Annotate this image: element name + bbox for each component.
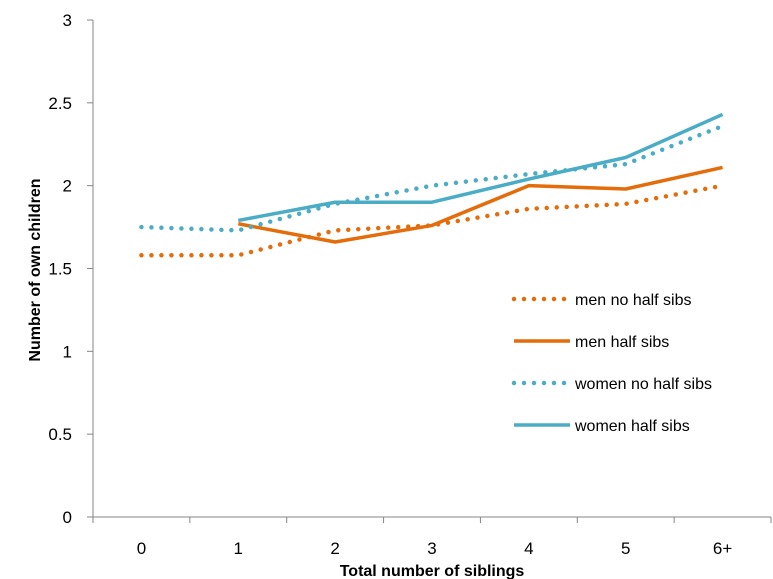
series-line-men-half-sibs bbox=[237, 165, 723, 244]
x-tick-label: 6+ bbox=[713, 539, 732, 558]
y-tick-label: 1.5 bbox=[48, 260, 72, 279]
y-tick-label: 0.5 bbox=[48, 425, 72, 444]
series-line-women-no-half-sibs bbox=[139, 123, 725, 233]
x-tick-label: 3 bbox=[427, 539, 436, 558]
y-axis-title: Number of own children bbox=[27, 178, 44, 361]
x-tick-label: 1 bbox=[234, 539, 243, 558]
x-tick-label: 5 bbox=[621, 539, 630, 558]
legend-label-men-no-half-sibs: men no half sibs bbox=[575, 292, 692, 309]
x-tick-label: 2 bbox=[330, 539, 339, 558]
legend-label-women-half-sibs: women half sibs bbox=[574, 418, 690, 435]
x-axis-title: Total number of siblings bbox=[340, 563, 525, 579]
legend: men no half sibs men half sibs women no ha… bbox=[511, 292, 712, 435]
y-tick-label: 1 bbox=[63, 342, 72, 361]
legend-label-men-half-sibs: men half sibs bbox=[575, 334, 669, 351]
axes: 0 0.5 1 1.5 2 2.5 3 0 1 2 3 4 5 6+ bbox=[48, 11, 772, 558]
series-lines bbox=[139, 112, 725, 258]
legend-label-women-no-half-sibs: women no half sibs bbox=[574, 376, 712, 393]
x-tick-label: 4 bbox=[524, 539, 533, 558]
series-line-men-no-half-sibs bbox=[139, 183, 725, 258]
x-tick-label: 0 bbox=[137, 539, 146, 558]
y-tick-label: 0 bbox=[63, 508, 72, 527]
y-tick-label: 2 bbox=[63, 177, 72, 196]
y-tick-label: 2.5 bbox=[48, 94, 72, 113]
series-line-women-half-sibs bbox=[237, 112, 724, 223]
y-tick-label: 3 bbox=[63, 11, 72, 30]
